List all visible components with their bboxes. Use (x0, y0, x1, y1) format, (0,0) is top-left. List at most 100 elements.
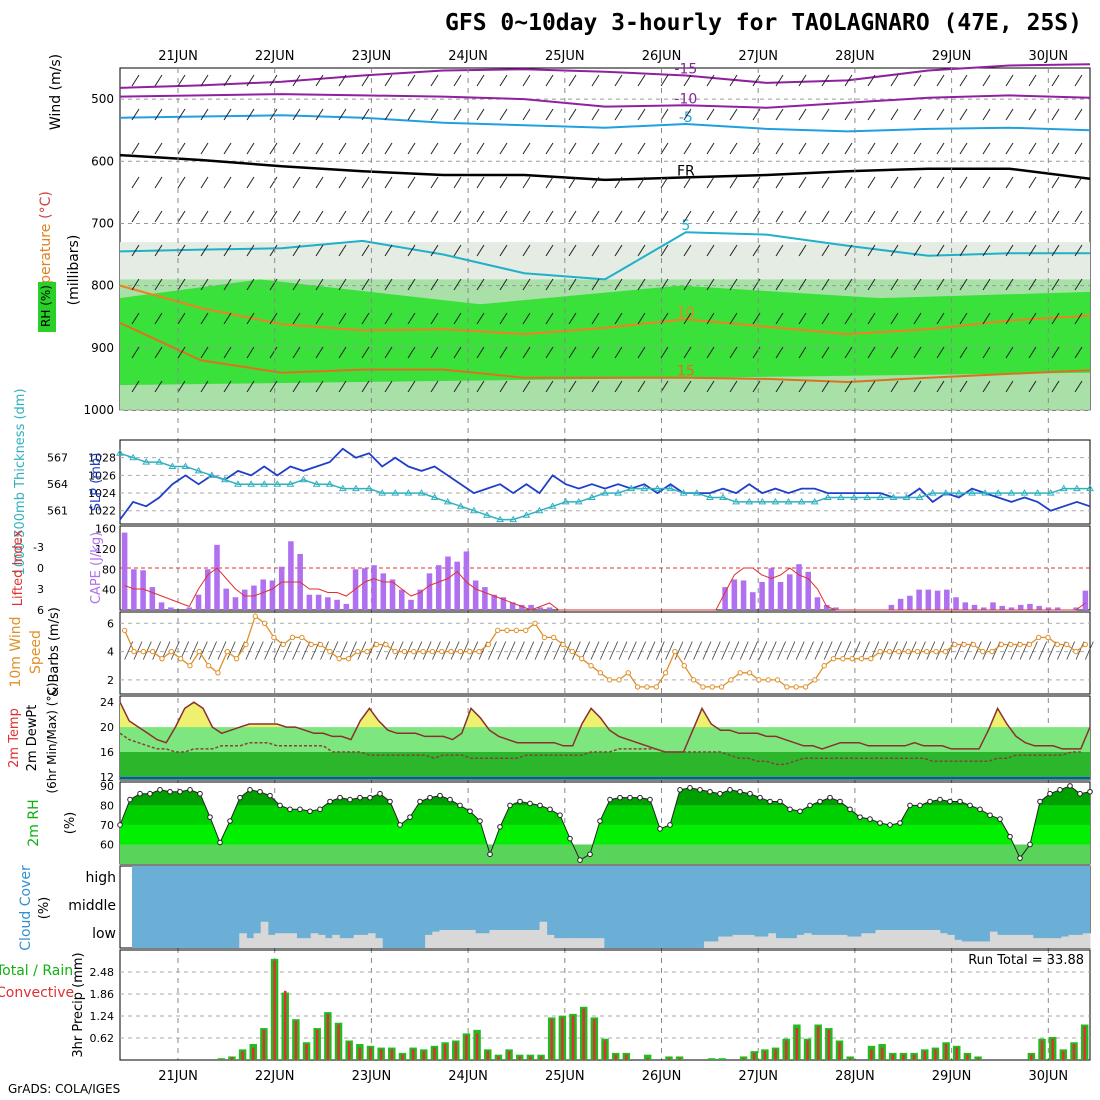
wind-barb (292, 346, 301, 359)
convective-precip-bar (326, 1013, 330, 1060)
thickness-point (273, 480, 282, 487)
wind-barb (867, 278, 876, 291)
cape-bar (1082, 590, 1089, 610)
wind-barb (660, 108, 669, 121)
wind-barb (982, 108, 991, 121)
wind-barb (246, 346, 255, 359)
wind-barb (292, 74, 301, 87)
wind-barb (568, 142, 577, 155)
wind-barb (200, 210, 209, 223)
low-cloud-bar (1082, 933, 1091, 948)
wind-barb (338, 380, 347, 393)
thickness-point (312, 480, 321, 487)
wind-barb (453, 312, 462, 325)
rh-point (467, 808, 473, 815)
wind-barb (200, 312, 209, 325)
low-cloud-bar (303, 938, 312, 948)
convective-precip-bar (742, 1058, 745, 1060)
wind-barb (706, 108, 715, 121)
low-cloud-bar (925, 929, 934, 948)
convective-precip-bar (251, 1047, 255, 1060)
wind-barb (361, 74, 370, 87)
rh-point (1027, 841, 1033, 848)
wind-barb (890, 210, 899, 223)
wind-barb (879, 641, 889, 660)
wind-barb (131, 74, 140, 87)
low-cloud-bar (439, 929, 448, 948)
rh-point (507, 802, 513, 809)
wind-barb (545, 244, 554, 257)
wind-speed-point (504, 627, 510, 634)
wind-barb (973, 641, 982, 660)
wind-barb (177, 108, 186, 121)
thickness-point (666, 484, 675, 492)
precip-ylabel-convective: Convective (0, 985, 74, 1001)
wind-barb (936, 176, 945, 189)
cape-bar (1045, 607, 1052, 610)
wind-barb (131, 278, 140, 291)
wind-barb (499, 278, 508, 291)
wind-barb (407, 380, 416, 393)
thickness-point (889, 493, 898, 500)
cloud-ylabel-right: (%) (37, 897, 52, 920)
wind-barb (357, 641, 367, 660)
convective-precip-bar (369, 1047, 372, 1060)
wind-speed-point (886, 648, 893, 655)
wind-speed-point (914, 648, 921, 655)
thickness-point (470, 506, 478, 514)
low-cloud-bar (589, 938, 598, 948)
thickness-point (981, 489, 989, 496)
wind-barb (798, 210, 807, 223)
wind-barb (246, 312, 255, 325)
wind-barb (683, 210, 692, 223)
rh-point (947, 798, 953, 805)
wind-barb (590, 641, 600, 660)
wind-speed-point (457, 648, 464, 655)
isotherm-label: 15 (677, 364, 695, 380)
low-cloud-bar (260, 921, 269, 948)
wind-speed-point (840, 655, 846, 662)
wind-speed-point (243, 641, 249, 648)
wind-speed-point (830, 655, 837, 662)
rh-point (937, 796, 943, 803)
precip-tick-label: 2.48 (90, 966, 115, 979)
slp-tick-label: 1026 (88, 469, 116, 482)
low-cloud-bar (289, 933, 297, 948)
convective-precip-bar (582, 1008, 585, 1060)
wind-speed-point (196, 648, 202, 655)
wind-speed-point (121, 627, 128, 634)
wind-barb (1051, 108, 1060, 121)
wind-speed-point (224, 648, 230, 655)
wind-barb (154, 108, 163, 121)
low-cloud-bar (596, 938, 605, 948)
wind-barb (711, 641, 721, 660)
convective-precip-bar (550, 1019, 553, 1060)
cape-bar (186, 607, 193, 610)
convective-precip-bar (507, 1051, 511, 1060)
rh-point (587, 851, 593, 858)
wind-barb (177, 176, 186, 189)
rh-tick-label: 90 (100, 780, 114, 793)
rh-point (117, 822, 123, 828)
thickness-tick-label: 561 (47, 505, 68, 518)
rh-point (817, 798, 823, 805)
thickness-point (588, 493, 596, 500)
wind-barb (499, 74, 508, 87)
wind-barb (795, 641, 805, 660)
wind-speed-point (373, 641, 380, 648)
low-cloud-bar (482, 933, 490, 948)
rh-point (227, 818, 233, 824)
date-label-bottom: 30JUN (1028, 1069, 1068, 1084)
rh-point (357, 794, 363, 801)
cape-bar (325, 597, 331, 610)
convective-precip-bar (220, 1059, 223, 1060)
cloud-level-label: middle (68, 898, 116, 914)
wind-barb (338, 176, 347, 189)
low-cloud-bar (768, 933, 776, 948)
wind-barb (706, 278, 715, 291)
thickness-point (365, 484, 373, 492)
wind-barb (752, 244, 761, 257)
credit-text: GrADS: COLA/IGES (8, 1082, 121, 1096)
wind-barb (269, 244, 278, 257)
rh-point (797, 808, 803, 815)
